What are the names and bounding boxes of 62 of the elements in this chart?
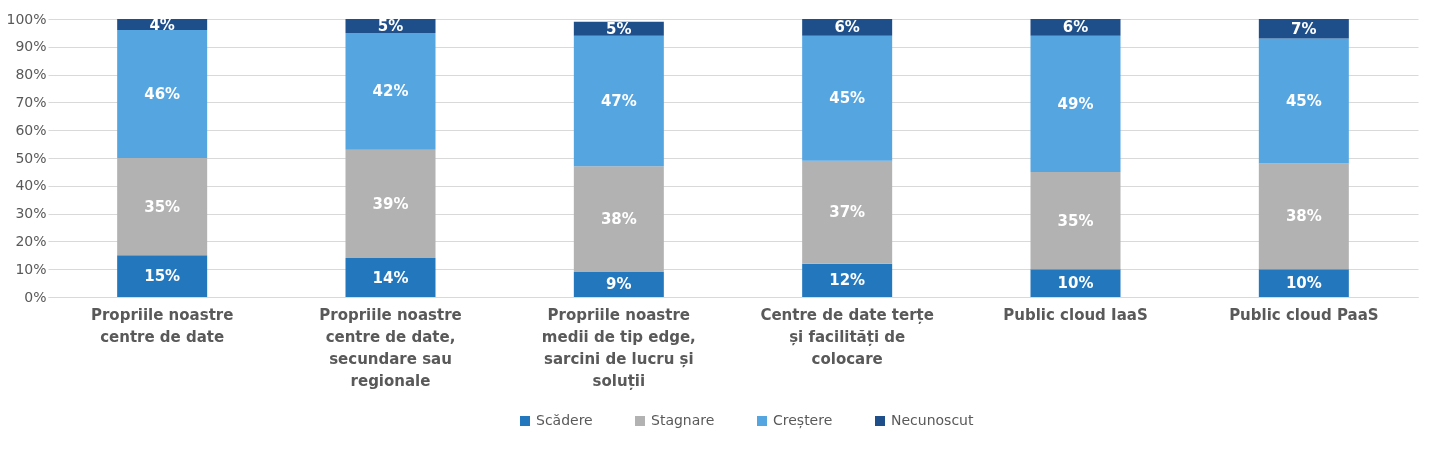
data-label: 7%: [1291, 19, 1317, 38]
bar: [117, 30, 208, 158]
bar: [1258, 269, 1349, 297]
x-tick-label: Public cloud IaaS: [1003, 305, 1148, 324]
data-label: 9%: [606, 275, 632, 294]
y-tick-label: 30%: [15, 205, 47, 222]
y-tick-label: 10%: [15, 260, 47, 277]
bar: [573, 35, 664, 167]
data-label: 5%: [377, 16, 404, 35]
bar: [1258, 38, 1349, 164]
bar: [1030, 171, 1121, 270]
data-label: 10%: [1285, 274, 1322, 293]
data-label: 47%: [600, 92, 637, 111]
y-tick-label: 50%: [15, 149, 47, 166]
bar: [802, 263, 893, 297]
bar: [117, 158, 208, 256]
data-label: 45%: [1285, 92, 1322, 111]
x-tick-label: Propriile noastre centre de date, secundare sau regionale: [319, 305, 462, 390]
y-tick-label: 80%: [15, 66, 47, 83]
data-label: 37%: [829, 203, 866, 222]
data-label: 42%: [372, 82, 409, 101]
data-label: 35%: [144, 197, 181, 216]
data-label: 5%: [606, 19, 632, 38]
y-tick-label: 20%: [15, 232, 47, 249]
bar: [345, 258, 436, 297]
data-label: 46%: [144, 85, 181, 104]
data-label: 49%: [1057, 94, 1094, 113]
bar: [117, 255, 208, 297]
data-label: 6%: [834, 18, 860, 37]
bar: [1030, 35, 1121, 172]
y-tick-label: 100%: [6, 10, 47, 27]
bar: [1030, 269, 1121, 297]
data-label: 15%: [144, 267, 181, 286]
legend-label: Creștere: [773, 412, 833, 429]
bar: [573, 166, 664, 272]
data-label: 10%: [1057, 274, 1094, 293]
bar: [573, 271, 664, 297]
x-tick-label: Centre de date terțe și facilități de colocare: [760, 305, 934, 368]
x-tick-label: Propriile noastre medii de tip edge, sarcini de lucru și soluții: [541, 305, 696, 390]
data-label: 6%: [1062, 18, 1089, 37]
bar: [345, 149, 436, 259]
x-tick-label: Propriile noastre centre de date: [90, 305, 234, 346]
y-tick-label: 40%: [15, 177, 47, 194]
bar: [1258, 163, 1349, 270]
data-label: 35%: [1057, 211, 1094, 230]
bar: [802, 35, 893, 161]
data-label: 38%: [600, 210, 637, 229]
legend-label: Scădere: [536, 412, 593, 428]
legend-label: Necunoscut: [891, 412, 974, 428]
bar: [802, 160, 893, 264]
x-tick-label: Public cloud PaaS: [1229, 305, 1379, 324]
data-label: 12%: [829, 271, 866, 290]
y-tick-label: 0%: [24, 288, 47, 305]
data-label: 45%: [829, 89, 866, 108]
data-label: 14%: [372, 268, 409, 287]
data-label: 38%: [1285, 207, 1322, 226]
bar: [345, 32, 436, 150]
y-tick-label: 70%: [15, 93, 47, 110]
data-label: 39%: [372, 194, 409, 213]
legend-label: Stagnare: [651, 412, 715, 428]
y-tick-label: 90%: [15, 38, 47, 55]
y-tick-label: 60%: [15, 121, 47, 138]
